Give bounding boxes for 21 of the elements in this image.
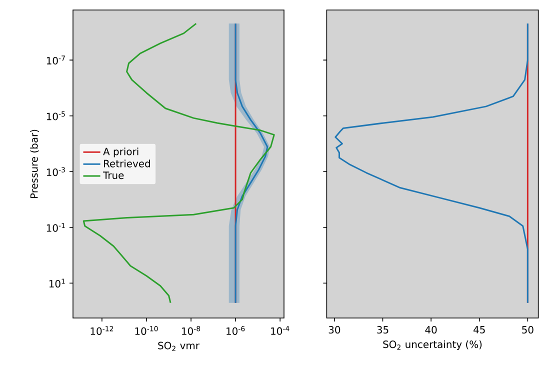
y-axis-title: Pressure (bar) xyxy=(30,130,40,198)
y-tick-label: 10$^{-5}$ xyxy=(46,111,65,120)
x-tick-label: 10$^{-6}$ xyxy=(226,326,245,335)
legend-label: A priori xyxy=(103,148,138,158)
x-tick-label: 45 xyxy=(474,326,485,334)
y-tick-label: 10$^{1}$ xyxy=(49,278,65,288)
legend-label: True xyxy=(102,172,124,180)
legend-label: Retrieved xyxy=(104,160,150,168)
x-axis-title: SO$_{2}$ vmr xyxy=(158,342,200,351)
x-tick-label: 40 xyxy=(425,326,437,334)
x-tick-label: 10$^{-12}$ xyxy=(90,326,114,335)
x-tick-label: 10$^{-8}$ xyxy=(182,326,200,335)
x-tick-label: 50 xyxy=(522,326,534,334)
x-tick-label: 10$^{-4}$ xyxy=(271,326,290,335)
x-tick-label: 10$^{-10}$ xyxy=(135,326,158,335)
x-axis-title: SO$_{2}$ uncertainty (%) xyxy=(383,340,482,350)
y-tick-label: 10$^{-1}$ xyxy=(46,222,65,232)
x-tick-label: 35 xyxy=(377,326,388,334)
y-tick-label: 10$^{-7}$ xyxy=(46,56,65,64)
x-tick-label: 30 xyxy=(328,326,340,334)
y-tick-label: 10$^{-3}$ xyxy=(46,167,65,176)
